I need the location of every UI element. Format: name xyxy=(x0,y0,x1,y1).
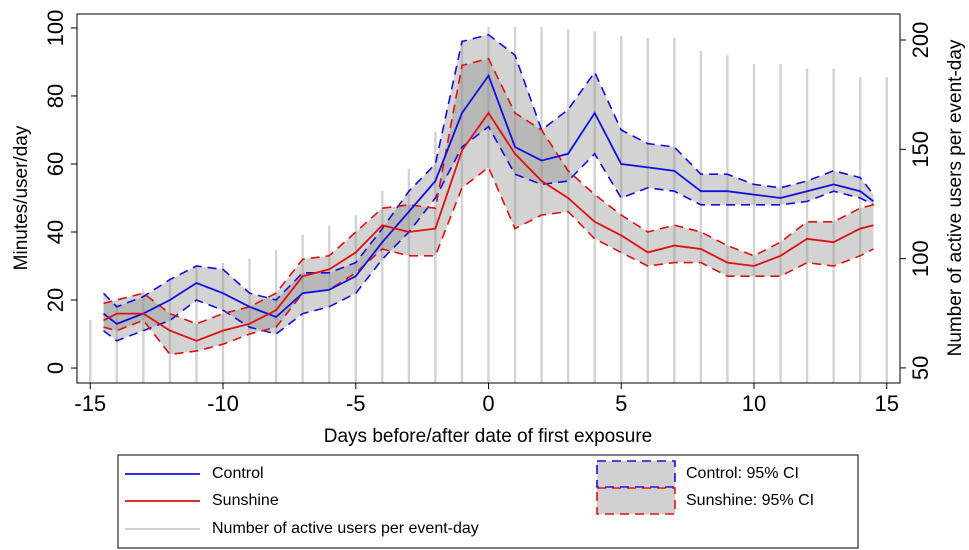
x-tick-label: -15 xyxy=(74,391,106,416)
x-axis-label: Days before/after date of first exposure xyxy=(324,426,652,447)
y2-tick-label: 150 xyxy=(908,131,933,168)
y2-axis-label: Number of active users per event-day xyxy=(945,39,966,356)
user-count-bar xyxy=(328,225,331,383)
user-count-bar xyxy=(460,40,464,384)
legend-label: Control xyxy=(212,465,264,482)
ci-lower-bound xyxy=(103,166,874,356)
user-count-bar xyxy=(513,26,517,383)
user-count-bar xyxy=(885,77,888,383)
user-count-bar xyxy=(301,234,304,383)
y-tick-label: 40 xyxy=(43,220,68,244)
user-count-bar xyxy=(195,267,198,383)
ci-upper-bound xyxy=(103,57,874,325)
legend-label: Number of active users per event-day xyxy=(212,520,479,537)
ci-band xyxy=(103,34,874,341)
series-line xyxy=(102,73,875,325)
user-count-bar xyxy=(620,35,623,383)
user-count-bar xyxy=(805,68,809,383)
user-count-bar xyxy=(673,37,676,383)
user-count-bar xyxy=(752,64,756,383)
y2-tick-label: 200 xyxy=(908,22,933,59)
legend-label: Sunshine: 95% CI xyxy=(686,492,814,509)
x-tick-label: -5 xyxy=(346,391,366,416)
user-count-bar xyxy=(248,258,251,383)
user-count-bar xyxy=(726,55,729,383)
legend-label: Control: 95% CI xyxy=(686,465,799,482)
y-tick-label: 100 xyxy=(43,10,68,47)
y-tick-label: 0 xyxy=(43,362,68,374)
x-tick-label: 15 xyxy=(874,391,898,416)
y-tick-label: 80 xyxy=(43,84,68,108)
series-line xyxy=(103,111,874,342)
x-tick-label: 5 xyxy=(615,391,627,416)
ci-upper-bound xyxy=(102,33,875,308)
user-count-bar xyxy=(699,50,703,383)
user-count-bar xyxy=(858,77,862,383)
user-count-bar xyxy=(407,168,411,383)
x-tick-label: -10 xyxy=(207,391,239,416)
user-count-bar xyxy=(89,319,92,383)
user-count-bar xyxy=(142,289,145,383)
y-axis-label: Minutes/user/day xyxy=(11,125,32,270)
y-tick-label: 60 xyxy=(43,152,68,176)
legend-swatch xyxy=(596,487,676,515)
user-count-bar xyxy=(221,262,225,383)
y2-tick-label: 50 xyxy=(908,356,933,380)
y-tick-label: 20 xyxy=(43,288,68,312)
user-count-bar xyxy=(487,26,490,383)
user-count-bar xyxy=(566,29,570,384)
legend-label: Sunshine xyxy=(212,492,279,509)
x-tick-label: 0 xyxy=(482,391,494,416)
legend-box xyxy=(117,454,859,549)
user-count-bar xyxy=(593,31,596,383)
user-count-bar xyxy=(646,37,649,383)
ci-lower-bound xyxy=(103,125,874,342)
user-count-bar xyxy=(540,26,543,383)
y2-tick-label: 100 xyxy=(908,240,933,277)
user-count-bar xyxy=(434,131,437,383)
user-count-bar xyxy=(832,68,835,383)
user-count-bar xyxy=(779,64,782,383)
user-count-bar xyxy=(381,190,384,383)
legend-swatch xyxy=(596,460,676,488)
user-count-bar xyxy=(354,214,357,383)
user-count-bar xyxy=(115,304,119,383)
x-tick-label: 10 xyxy=(742,391,766,416)
